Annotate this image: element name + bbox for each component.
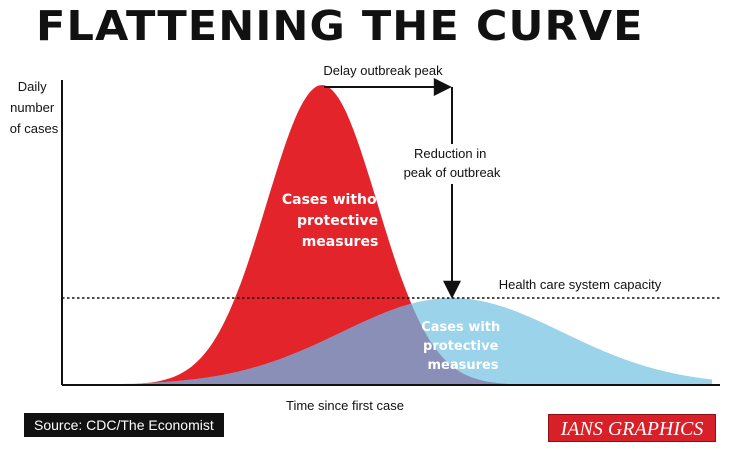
- credit-logo: IANS GRAPHICS: [548, 414, 716, 442]
- x-axis-label: Time since first case: [286, 398, 404, 413]
- area-overlap: [62, 303, 712, 385]
- capacity-label: Health care system capacity: [499, 277, 662, 292]
- page-title: FLATTENING THE CURVE: [36, 2, 644, 50]
- delay-annotation: Delay outbreak peak: [323, 63, 443, 78]
- reduction-label-background: [402, 144, 502, 184]
- label-cases-with-measures: Cases with protective measures: [421, 320, 505, 373]
- source-label: Source: CDC/The Economist: [24, 413, 224, 437]
- label-cases-without-measures: Cases without protective measures: [282, 192, 398, 250]
- y-axis-label: Daily number of cases: [10, 79, 59, 136]
- reduction-annotation: Reduction in peak of outbreak: [404, 146, 501, 180]
- area-cases-without-measures: [62, 85, 712, 385]
